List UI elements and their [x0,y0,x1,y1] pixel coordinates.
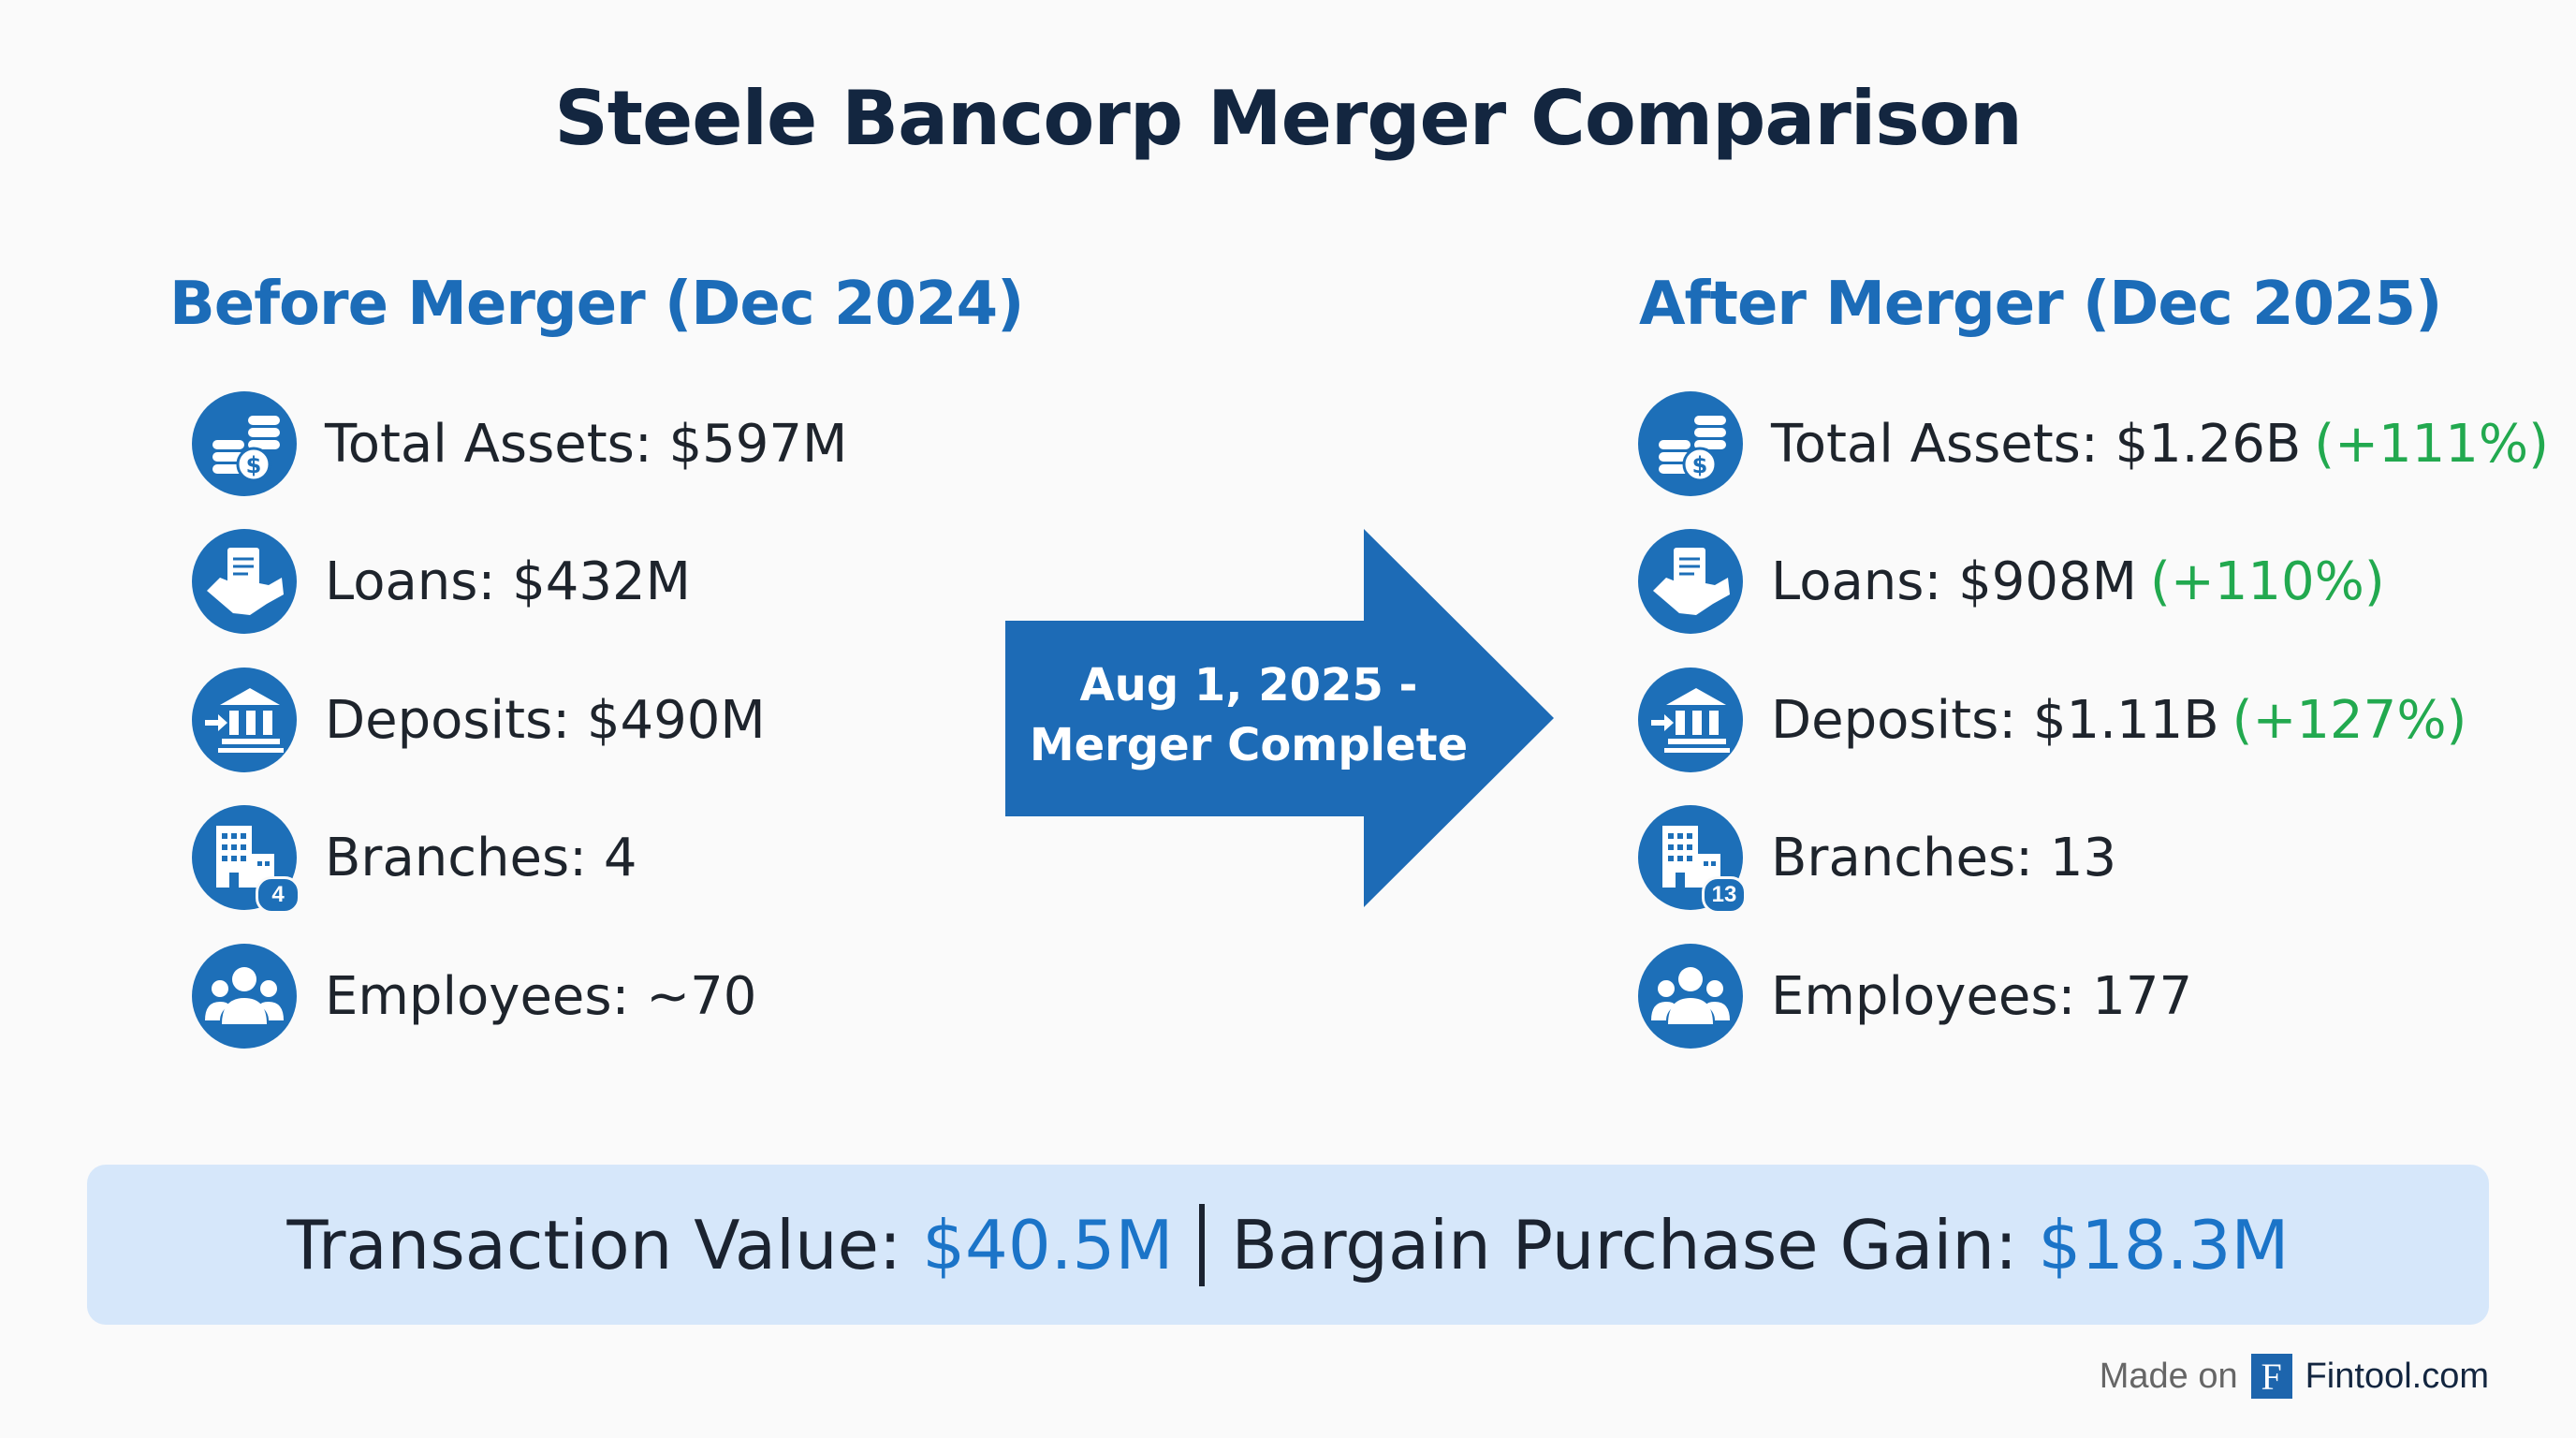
metric-value: Loans: $908M [1771,550,2137,612]
metric-value: Loans: $432M [325,550,691,612]
metric-text: Loans: $908M (+110%) [1771,551,2385,612]
banner-divider [1199,1203,1206,1286]
coins-dollar-icon: $ [192,391,297,496]
metric-value: Branches: 13 [1771,827,2117,888]
metric-text: Total Assets: $597M [325,414,847,475]
transaction-value: $40.5M [922,1205,1174,1284]
handshake-document-icon [192,529,297,634]
metric-text: Employees: 177 [1771,966,2192,1027]
transaction-value-label: Transaction Value: [286,1205,902,1284]
handshake-document-icon [1638,529,1743,634]
metric-row: Employees: ~70 [192,944,756,1049]
metric-value: Employees: 177 [1771,965,2193,1027]
metric-value: Deposits: $1.11B [1771,689,2219,751]
svg-text:$: $ [1692,452,1708,478]
metric-value: Total Assets: $1.26B [1771,413,2302,475]
coins-dollar-icon: $ [1638,391,1743,496]
metric-text: Total Assets: $1.26B (+111%) [1771,414,2549,475]
metric-text: Branches: 13 [1771,828,2116,888]
metric-row: 4 Branches: 4 [192,805,637,914]
fintool-link[interactable]: Fintool.com [2305,1356,2489,1396]
metric-row: $ Total Assets: $1.26B (+111%) [1638,391,2549,496]
metric-value: Total Assets: $597M [325,413,848,475]
metric-value: Deposits: $490M [325,689,766,751]
people-group-icon [192,944,297,1049]
metric-change: (+127%) [2232,689,2467,751]
bank-deposit-icon [1638,668,1743,772]
before-heading: Before Merger (Dec 2024) [169,270,1024,339]
transaction-banner: Transaction Value: $40.5M Bargain Purcha… [87,1165,2489,1325]
fintool-logo: F [2250,1354,2292,1399]
metric-change: (+110%) [2149,550,2385,612]
after-heading: After Merger (Dec 2025) [1639,270,2442,339]
metric-row: Employees: 177 [1638,944,2192,1049]
metric-text: Employees: ~70 [325,966,756,1027]
metric-text: Deposits: $1.11B (+127%) [1771,690,2466,751]
branch-count-badge: 13 [1702,876,1747,914]
metric-text: Deposits: $490M [325,690,766,751]
bargain-gain-label: Bargain Purchase Gain: [1231,1205,2018,1284]
bank-deposit-icon [192,668,297,772]
svg-text:$: $ [246,452,262,478]
people-group-icon [1638,944,1743,1049]
branch-count-badge: 4 [256,876,300,914]
metric-row: 13 Branches: 13 [1638,805,2116,914]
metric-row: $ Total Assets: $597M [192,391,847,496]
merger-date: Aug 1, 2025 - [1079,659,1418,712]
merger-arrow-label: Aug 1, 2025 - Merger Complete [1005,655,1492,775]
metric-row: Loans: $908M (+110%) [1638,529,2385,634]
metric-row: Deposits: $490M [192,668,766,772]
page-title: Steele Bancorp Merger Comparison [554,75,2023,162]
metric-value: Branches: 4 [325,827,637,888]
footer-attribution[interactable]: Made on F Fintool.com [2100,1354,2489,1399]
merger-arrow [1005,529,1554,907]
metric-row: Loans: $432M [192,529,691,634]
metric-text: Branches: 4 [325,828,637,888]
metric-text: Loans: $432M [325,551,691,612]
metric-change: (+111%) [2314,413,2549,475]
metric-row: Deposits: $1.11B (+127%) [1638,668,2466,772]
bargain-gain-value: $18.3M [2038,1205,2290,1284]
merger-status: Merger Complete [1029,719,1469,771]
buildings-icon: 13 [1638,805,1747,914]
buildings-icon: 4 [192,805,300,914]
metric-value: Employees: ~70 [325,965,757,1027]
made-on-text: Made on [2099,1356,2238,1396]
